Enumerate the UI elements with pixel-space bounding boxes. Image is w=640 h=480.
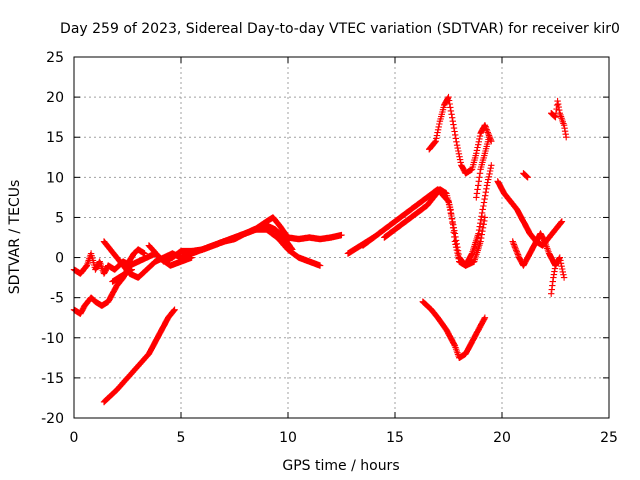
series-arc-10 <box>381 162 495 269</box>
data-markers <box>548 97 570 141</box>
y-tick-label: 25 <box>46 50 64 66</box>
series-arc-17 <box>548 97 570 141</box>
data-markers <box>381 162 495 269</box>
data-markers <box>509 230 568 281</box>
y-tick-label: -20 <box>41 411 64 427</box>
y-tick-label: 10 <box>46 170 64 186</box>
series-arc-05 <box>100 306 178 406</box>
y-tick-label: -5 <box>50 291 64 307</box>
chart-title: Day 259 of 2023, Sidereal Day-to-day VTE… <box>60 21 620 37</box>
axis-ticks: 0 5 10 15 20 25 -20 -15 -10 -5 0 5 10 15 20 25 <box>41 50 618 446</box>
y-tick-label: -10 <box>41 331 64 347</box>
data-markers <box>473 134 493 201</box>
y-tick-label: -15 <box>41 371 64 387</box>
x-tick-label: 5 <box>177 430 186 446</box>
series-arc-11 <box>426 93 495 177</box>
series-arc-07 <box>274 231 345 243</box>
series-arc-13 <box>473 134 493 201</box>
series-arc-12 <box>419 298 489 361</box>
y-tick-label: 5 <box>55 210 64 226</box>
data-markers <box>520 170 531 181</box>
series-arc-15 <box>509 230 568 281</box>
series-arc-18 <box>548 262 559 297</box>
x-axis-label: GPS time / hours <box>282 458 399 474</box>
data-markers <box>145 242 195 269</box>
data-markers <box>548 262 559 297</box>
data-markers <box>100 306 178 406</box>
x-tick-label: 0 <box>70 430 79 446</box>
y-tick-label: 20 <box>46 90 64 106</box>
x-tick-label: 20 <box>493 430 511 446</box>
data-markers <box>426 93 495 177</box>
series-arc-04 <box>145 242 195 269</box>
y-tick-label: 0 <box>55 251 64 267</box>
x-tick-label: 10 <box>279 430 297 446</box>
x-tick-label: 15 <box>386 430 404 446</box>
data-markers <box>109 266 135 285</box>
data-markers <box>419 298 489 361</box>
series-arc-16 <box>520 170 531 181</box>
x-tick-label: 25 <box>600 430 618 446</box>
plot-frame <box>73 56 610 419</box>
data-markers <box>274 231 345 243</box>
data-points <box>70 93 570 406</box>
series-arc-09 <box>359 186 489 269</box>
series-arc-14 <box>494 178 566 249</box>
y-tick-label: 15 <box>46 130 64 146</box>
y-axis-label: SDTVAR / TECUs <box>7 180 23 295</box>
data-markers <box>494 178 566 249</box>
series-arc-19 <box>109 266 135 285</box>
data-markers <box>359 186 489 269</box>
